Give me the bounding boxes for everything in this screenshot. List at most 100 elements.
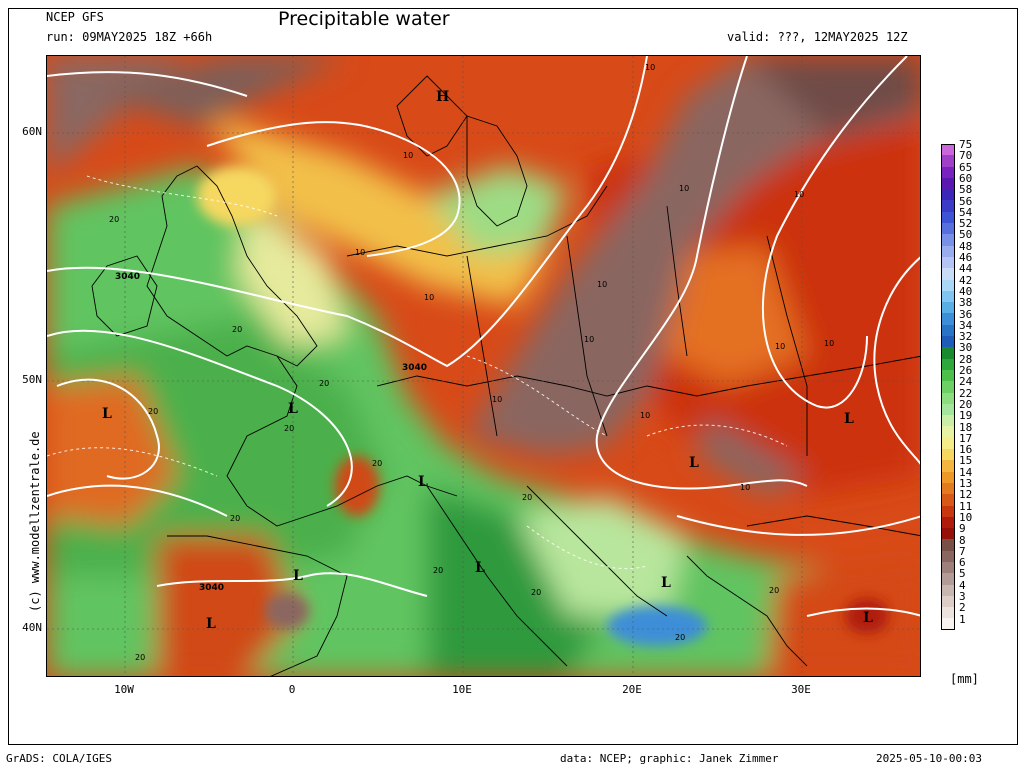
- footer-software: GrADS: COLA/IGES: [6, 752, 112, 765]
- svg-text:20: 20: [230, 514, 240, 523]
- colorbar-swatch: [941, 561, 955, 574]
- low-center: L: [288, 401, 298, 417]
- colorbar-tick-label: 36: [959, 307, 973, 321]
- colorbar-tick-label: 1: [959, 612, 966, 626]
- colorbar-swatch: [941, 279, 955, 291]
- colorbar-tick-label: 42: [959, 273, 973, 287]
- colorbar-swatch: [941, 437, 955, 450]
- svg-text:3040: 3040: [199, 583, 224, 593]
- svg-text:20: 20: [148, 407, 158, 416]
- low-center: L: [293, 568, 303, 584]
- colorbar-tick-label: 19: [959, 409, 973, 423]
- low-center: L: [475, 560, 485, 576]
- low-center: L: [206, 616, 216, 632]
- svg-text:10: 10: [424, 293, 434, 302]
- weather-map: H L L L L L L L L L L 3040 3040 3040 10 …: [46, 55, 921, 677]
- colorbar-tick-label: 13: [959, 477, 973, 490]
- colorbar-tick-label: 7: [959, 544, 966, 558]
- colorbar-swatch: [941, 336, 955, 348]
- svg-text:20: 20: [135, 653, 145, 662]
- colorbar-tick-label: 52: [959, 217, 973, 231]
- colorbar-swatch: [941, 347, 955, 359]
- figure-frame: [8, 8, 1018, 745]
- svg-text:10: 10: [355, 248, 365, 257]
- lon-label-30e: 30E: [791, 683, 811, 696]
- footer-credit: data: NCEP; graphic: Janek Zimmer: [560, 752, 779, 765]
- watermark-text: (c) www.modellzentrale.de: [28, 431, 42, 612]
- colorbar-swatch: [941, 539, 955, 551]
- colorbar-tick-label: 24: [959, 375, 973, 389]
- svg-text:10: 10: [794, 190, 804, 199]
- colorbar-tick-label: 8: [959, 533, 966, 547]
- colorbar-tick-label: 10: [959, 510, 973, 524]
- svg-text:20: 20: [531, 588, 541, 597]
- svg-text:10: 10: [740, 483, 750, 492]
- colorbar-swatch: [941, 189, 955, 201]
- svg-text:3040: 3040: [115, 272, 140, 282]
- low-center: L: [102, 406, 112, 422]
- lat-label-40n: 40N: [22, 621, 42, 634]
- low-center: L: [661, 575, 671, 591]
- svg-text:10: 10: [597, 280, 607, 289]
- colorbar-swatch: [941, 313, 955, 325]
- colorbar-tick-label: 44: [959, 262, 973, 276]
- colorbar-tick-label: 4: [959, 578, 966, 592]
- colorbar-tick-label: 34: [959, 318, 973, 332]
- colorbar: [941, 144, 955, 630]
- colorbar-tick-label: 54: [959, 205, 973, 219]
- low-center: L: [844, 411, 854, 427]
- colorbar-tick-label: 32: [959, 330, 973, 344]
- colorbar-swatch: [941, 426, 955, 438]
- svg-text:20: 20: [232, 325, 242, 334]
- colorbar-swatch: [941, 528, 955, 540]
- lon-label-0: 0: [288, 683, 296, 696]
- colorbar-swatch: [941, 381, 955, 393]
- colorbar-swatch: [941, 290, 955, 303]
- colorbar-swatch: [941, 223, 955, 235]
- svg-text:20: 20: [319, 379, 329, 388]
- colorbar-tick-label: 20: [959, 397, 973, 411]
- colorbar-swatch: [941, 155, 955, 167]
- colorbar-swatch: [941, 392, 955, 404]
- colorbar-tick-label: 3: [959, 590, 966, 603]
- contour-labels: 3040 3040 3040 10 10 10 10 10 10 10 10 1…: [109, 63, 834, 662]
- colorbar-swatch: [941, 166, 955, 178]
- colorbar-tick-label: 56: [959, 194, 973, 208]
- colorbar-unit: [mm]: [950, 672, 979, 686]
- colorbar-swatch: [941, 200, 955, 212]
- colorbar-tick-label: 16: [959, 443, 973, 457]
- colorbar-tick-label: 60: [959, 171, 973, 185]
- colorbar-swatch: [941, 211, 955, 224]
- svg-text:10: 10: [645, 63, 655, 72]
- svg-text:20: 20: [675, 633, 685, 642]
- svg-text:20: 20: [522, 493, 532, 502]
- footer-timestamp: 2025-05-10-00:03: [876, 752, 982, 765]
- svg-text:10: 10: [640, 411, 650, 420]
- colorbar-tick-label: 75: [959, 138, 973, 151]
- svg-text:20: 20: [433, 566, 443, 575]
- colorbar-swatch: [941, 482, 955, 495]
- colorbar-swatch: [941, 358, 955, 370]
- geopotential-contours: [47, 56, 920, 617]
- colorbar-swatch: [941, 550, 955, 562]
- svg-text:3040: 3040: [402, 363, 427, 373]
- colorbar-swatch: [941, 494, 955, 506]
- svg-text:10: 10: [679, 184, 689, 193]
- colorbar-swatch: [941, 449, 955, 461]
- colorbar-tick-label: 11: [959, 499, 973, 513]
- colorbar-swatch: [941, 177, 955, 190]
- colorbar-swatch: [941, 573, 955, 585]
- coastlines: [91, 75, 920, 676]
- model-name: NCEP GFS: [46, 10, 104, 24]
- colorbar-tick-label: 14: [959, 465, 973, 479]
- colorbar-tick-label: 40: [959, 284, 973, 298]
- low-center: L: [863, 610, 873, 626]
- colorbar-swatch: [941, 234, 955, 246]
- valid-time: valid: ???, 12MAY2025 12Z: [727, 30, 908, 44]
- colorbar-swatch: [941, 595, 955, 608]
- low-center: L: [418, 474, 428, 490]
- low-center: L: [689, 455, 699, 471]
- colorbar-swatch: [941, 471, 955, 483]
- colorbar-swatch: [941, 607, 955, 619]
- colorbar-tick-label: 12: [959, 488, 973, 502]
